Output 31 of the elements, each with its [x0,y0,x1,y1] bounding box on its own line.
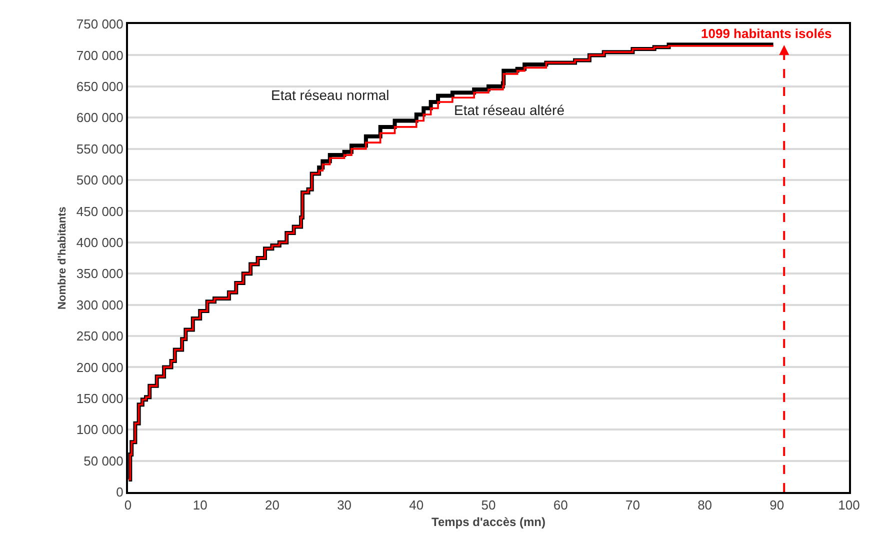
x-axis-title: Temps d'accès (mn) [432,515,546,529]
y-tick-label: 450 000 [76,204,124,219]
ref-line-label: 1099 habitants isolés [701,26,832,41]
series-label: Etat réseau normal [271,87,390,103]
y-tick-label: 550 000 [76,141,124,156]
x-tick-label: 50 [481,498,496,513]
y-tick-label: 650 000 [76,78,124,94]
y-tick-label: 400 000 [76,234,124,250]
y-tick-label: 600 000 [76,110,124,126]
y-tick-label: 250 000 [76,328,124,344]
x-tick-label: 70 [625,498,640,513]
y-tick-label: 100 000 [76,422,124,438]
y-tick-label: 200 000 [76,360,124,375]
x-tick-label: 30 [337,498,352,513]
x-tick-label: 90 [770,498,784,513]
series-label: Etat réseau altéré [454,102,565,118]
x-tick-label: 100 [838,498,860,513]
y-tick-label: 750 000 [76,16,124,32]
y-tick-label: 150 000 [76,390,124,406]
y-tick-label: 0 [116,484,124,500]
x-tick-label: 80 [698,498,712,513]
x-tick-label: 20 [264,498,280,513]
y-tick-label: 500 000 [76,172,124,188]
y-tick-label: 700 000 [76,48,124,63]
y-tick-label: 50 000 [84,453,124,468]
x-tick-label: 40 [409,498,424,513]
y-axis-title: Nombre d'habitants [56,206,69,310]
y-tick-label: 350 000 [76,266,124,282]
y-tick-label: 300 000 [76,297,124,312]
x-tick-label: 10 [192,498,208,513]
x-tick-label: 60 [553,498,568,513]
